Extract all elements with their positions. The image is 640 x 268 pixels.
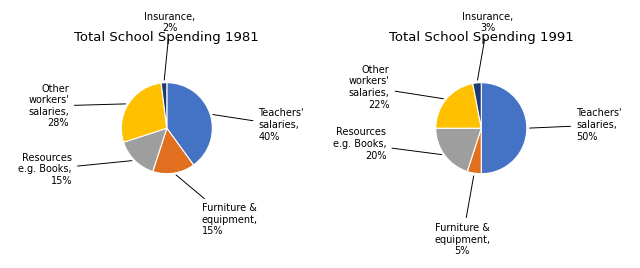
Text: Other
workers'
salaries,
22%: Other workers' salaries, 22%	[349, 65, 444, 110]
Wedge shape	[153, 128, 193, 174]
Text: Insurance,
2%: Insurance, 2%	[145, 12, 196, 80]
Wedge shape	[467, 128, 481, 174]
Wedge shape	[473, 83, 481, 128]
Text: Furniture &
equipment,
15%: Furniture & equipment, 15%	[176, 175, 258, 236]
Wedge shape	[436, 84, 481, 128]
Wedge shape	[436, 128, 481, 172]
Wedge shape	[167, 83, 212, 165]
Title: Total School Spending 1981: Total School Spending 1981	[74, 31, 259, 44]
Wedge shape	[161, 83, 167, 128]
Text: Teachers'
salaries,
40%: Teachers' salaries, 40%	[213, 109, 304, 142]
Wedge shape	[124, 128, 167, 172]
Text: Resources
e.g. Books,
20%: Resources e.g. Books, 20%	[333, 127, 442, 161]
Wedge shape	[122, 83, 167, 142]
Text: Insurance,
3%: Insurance, 3%	[462, 12, 513, 80]
Text: Resources
e.g. Books,
15%: Resources e.g. Books, 15%	[19, 153, 132, 186]
Text: Other
workers'
salaries,
28%: Other workers' salaries, 28%	[28, 84, 125, 128]
Wedge shape	[481, 83, 527, 174]
Text: Furniture &
equipment,
5%: Furniture & equipment, 5%	[435, 176, 490, 256]
Title: Total School Spending 1991: Total School Spending 1991	[389, 31, 573, 44]
Text: Teachers'
salaries,
50%: Teachers' salaries, 50%	[529, 109, 621, 142]
